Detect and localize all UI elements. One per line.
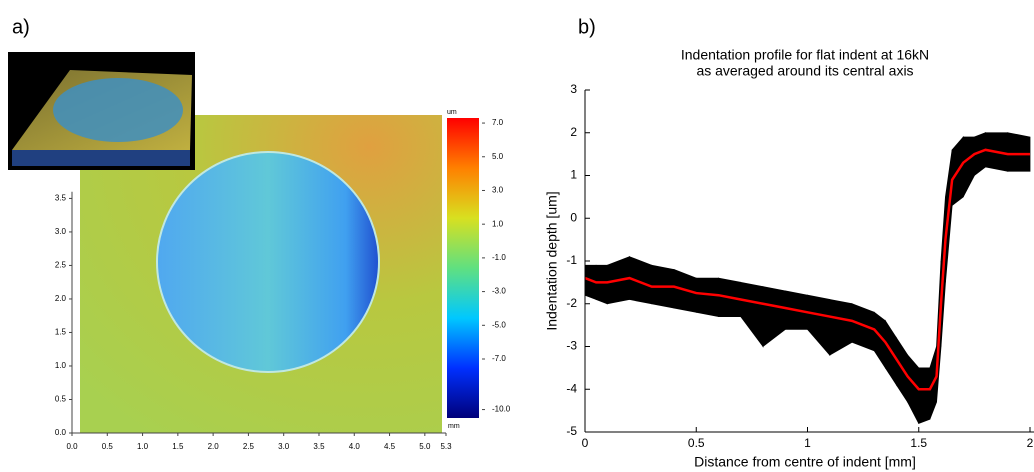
range-band (595, 264, 608, 305)
mean-line (584, 148, 1030, 391)
range-band (962, 136, 975, 198)
x-tick-label: 4.5 (384, 442, 396, 451)
x-tick-label: 1.5 (172, 442, 184, 451)
colorbar-tick-label: 5.0 (492, 152, 504, 161)
x-tick-label: 0 (582, 436, 589, 450)
x-unit: mm (448, 423, 460, 430)
y-tick-label: 3.0 (55, 227, 67, 236)
y-tick-label: 1.0 (55, 361, 67, 370)
y-tick-label: 3 (570, 82, 577, 96)
colorbar (447, 118, 479, 418)
colorbar-tick-label: -7.0 (492, 354, 506, 363)
x-tick-label: 3.0 (278, 442, 290, 451)
y-tick-label: -4 (566, 381, 577, 395)
panel-label: b) (578, 16, 596, 38)
x-tick-label: 0.5 (688, 436, 705, 450)
x-tick-label: 3.5 (313, 442, 325, 451)
x-tick-label: 5.0 (419, 442, 431, 451)
y-tick-label: 0 (570, 210, 577, 224)
y-tick-label: 3.5 (55, 194, 67, 203)
indent-region (156, 151, 380, 373)
colorbar-tick-label: -10.0 (492, 405, 511, 414)
inset-base (12, 150, 190, 166)
x-axis-label: Distance from centre of indent [mm] (694, 454, 916, 470)
y-tick-label: -1 (566, 253, 577, 267)
range-band (762, 286, 786, 348)
x-tick-label: 1.5 (910, 436, 927, 450)
range-band (829, 298, 853, 356)
range-band (807, 294, 831, 357)
range-band (740, 281, 764, 348)
x-tick-label: 2.0 (208, 442, 220, 451)
x-tick-label: 1.0 (137, 442, 149, 451)
y-tick-label: 0.0 (55, 428, 67, 437)
x-tick-label: 4.0 (349, 442, 361, 451)
y-tick-label: 2 (570, 125, 577, 139)
colorbar-tick-label: -5.0 (492, 320, 506, 329)
range-band (1007, 132, 1031, 172)
range-band (907, 353, 920, 424)
y-tick-label: 2.0 (55, 294, 67, 303)
range-band (918, 367, 931, 425)
y-axis-label: Indentation depth [um] (544, 191, 560, 330)
colorbar-unit: um (447, 109, 457, 116)
colorbar-tick-label: 1.0 (492, 219, 504, 228)
x-tick-label: 2 (1027, 436, 1034, 450)
y-tick-label: 2.5 (55, 261, 67, 270)
y-tick-label: 1.5 (55, 328, 67, 337)
panel-label: a) (12, 16, 30, 38)
chart-title: Indentation profile for flat indent at 1… (681, 47, 929, 63)
colorbar-tick-label: 7.0 (492, 118, 504, 127)
y-tick-label: 1 (570, 168, 577, 182)
y-tick-label: -3 (566, 339, 577, 353)
chart-title: as averaged around its central axis (696, 63, 913, 79)
y-tick-label: -2 (566, 296, 577, 310)
x-tick-label: 2.5 (243, 442, 255, 451)
colorbar-tick-label: 3.0 (492, 186, 504, 195)
x-tick-label: 0.0 (66, 442, 78, 451)
colorbar-tick-label: -1.0 (492, 253, 506, 262)
x-tick-label: 0.5 (102, 442, 114, 451)
colorbar-tick-label: -3.0 (492, 287, 506, 296)
range-band (695, 277, 719, 318)
y-tick-label: -5 (566, 424, 577, 438)
x-tick-label: 1 (804, 436, 811, 450)
x-tick-label: 5.3 (440, 442, 452, 451)
inset-indent (53, 78, 183, 142)
y-tick-label: 0.5 (55, 395, 67, 404)
